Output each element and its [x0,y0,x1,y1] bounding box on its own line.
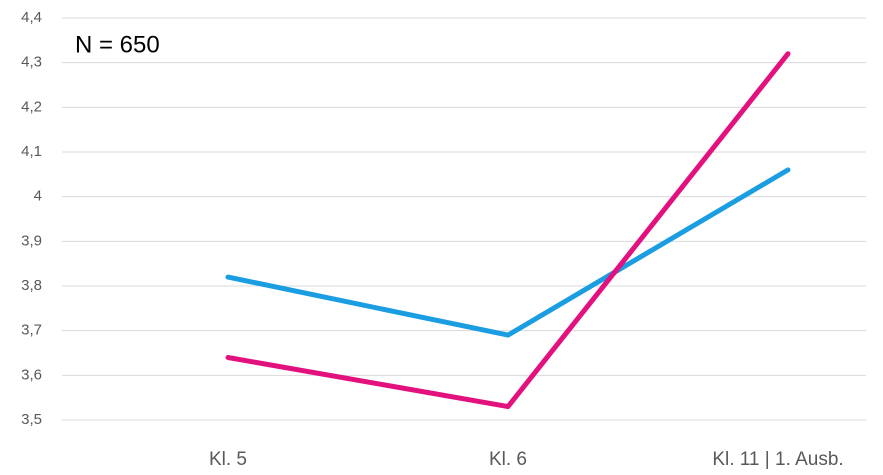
y-tick-label: 3,7 [21,322,42,339]
series-line [225,51,791,410]
x-tick-label: Kl. 11 | 1. Ausb. [712,449,843,470]
y-tick-label: 4,1 [21,143,42,160]
x-tick-label: Kl. 6 [489,449,527,470]
y-tick-label: 4 [34,188,42,205]
annotation: N = 650 [75,31,160,58]
y-tick-label: 3,8 [21,277,42,294]
series-line [225,167,791,338]
y-tick-label: 4,4 [21,9,42,26]
y-tick-label: 3,5 [21,411,42,428]
y-tick-label: 3,9 [21,232,42,249]
x-tick-label: Kl. 5 [209,449,247,470]
y-tick-label: 4,3 [21,54,42,71]
y-tick-label: 4,2 [21,98,42,115]
y-tick-label: 3,6 [21,366,42,383]
